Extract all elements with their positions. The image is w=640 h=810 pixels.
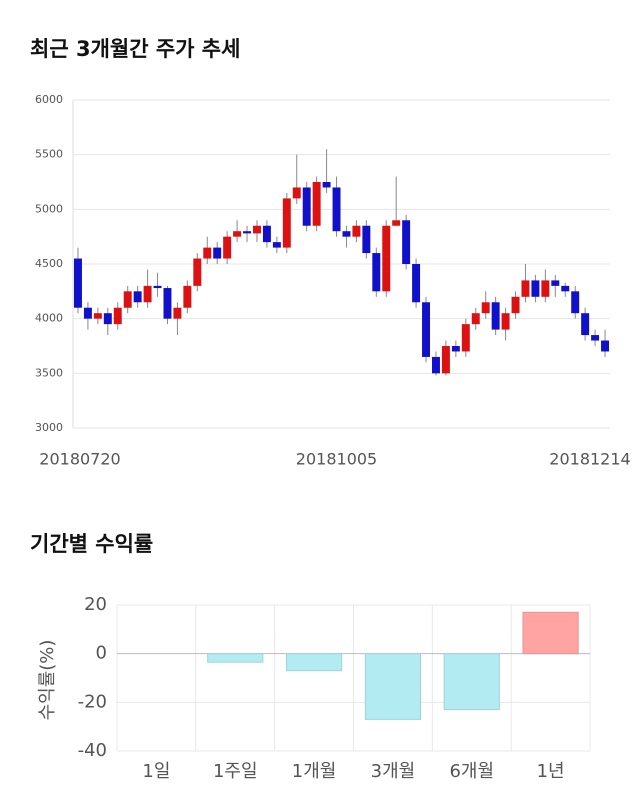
candle-body bbox=[372, 253, 381, 292]
candle-body bbox=[352, 225, 361, 237]
x-tick-label: 20180720 bbox=[39, 450, 120, 469]
y-tick-label: 0 bbox=[96, 643, 107, 664]
bar bbox=[285, 653, 343, 672]
chart-title: 최근 3개월간 주가 추세 bbox=[30, 37, 240, 61]
candle-body bbox=[591, 335, 600, 341]
bar bbox=[522, 611, 579, 655]
candle-body bbox=[441, 346, 450, 374]
candle-body bbox=[173, 307, 182, 319]
x-tick-label: 1일 bbox=[142, 761, 170, 782]
candle-body bbox=[252, 225, 261, 234]
candle-body bbox=[183, 285, 192, 308]
x-tick-label: 1년 bbox=[537, 761, 565, 782]
candle-body bbox=[233, 231, 242, 237]
candle-body bbox=[451, 346, 460, 352]
candle-body bbox=[322, 182, 331, 188]
candle-body bbox=[83, 307, 92, 319]
candle-body bbox=[422, 302, 431, 357]
y-tick-label: -40 bbox=[78, 740, 107, 761]
candle-body bbox=[551, 280, 560, 286]
y-tick-label: 4500 bbox=[35, 257, 63, 270]
x-tick-label: 3개월 bbox=[371, 761, 416, 782]
candle-body bbox=[103, 313, 112, 325]
candle-body bbox=[282, 198, 291, 248]
y-tick-label: 5000 bbox=[35, 202, 63, 215]
candle-body bbox=[332, 187, 341, 232]
bar bbox=[443, 653, 500, 711]
candle-body bbox=[601, 340, 610, 352]
candle-body bbox=[382, 225, 391, 292]
candle-body bbox=[292, 187, 301, 199]
candle-body bbox=[541, 280, 550, 297]
candle-body bbox=[113, 307, 122, 325]
candle-body bbox=[203, 247, 212, 259]
candle-body bbox=[262, 225, 271, 243]
candle-body bbox=[461, 324, 470, 352]
candle-body bbox=[402, 220, 411, 264]
candle-body bbox=[471, 313, 480, 325]
candle-body bbox=[272, 242, 281, 248]
candle-body bbox=[312, 182, 321, 226]
x-tick-label: 20181214 bbox=[549, 450, 630, 469]
candle-body bbox=[501, 313, 510, 330]
candle-body bbox=[143, 285, 152, 303]
candle-body bbox=[153, 285, 162, 289]
candle-body bbox=[521, 280, 530, 297]
candle-body bbox=[412, 264, 421, 303]
candle-body bbox=[223, 236, 232, 259]
y-tick-label: 20 bbox=[84, 594, 107, 615]
y-tick-label: 3000 bbox=[35, 421, 63, 434]
y-tick-label: 5500 bbox=[35, 148, 63, 161]
candle-body bbox=[491, 302, 500, 330]
candle-body bbox=[93, 313, 102, 319]
candle-body bbox=[302, 187, 311, 226]
bar bbox=[364, 653, 422, 720]
candle-body bbox=[581, 313, 590, 336]
candle-body bbox=[342, 231, 351, 237]
candle-body bbox=[133, 291, 142, 303]
y-axis-label: 수익률(%) bbox=[37, 640, 58, 721]
x-tick-label: 1주일 bbox=[213, 761, 258, 782]
candle-body bbox=[73, 258, 82, 308]
candle-body bbox=[392, 220, 401, 226]
candle-body bbox=[362, 225, 371, 254]
candle-body bbox=[511, 296, 520, 314]
x-tick-label: 1개월 bbox=[292, 761, 337, 782]
x-tick-label: 20181005 bbox=[296, 450, 377, 469]
candle-body bbox=[431, 356, 440, 374]
chart-title: 기간별 수익률 bbox=[30, 532, 153, 556]
bar bbox=[207, 653, 264, 663]
y-tick-label: -20 bbox=[78, 691, 107, 712]
candle-body bbox=[213, 247, 222, 259]
candle-body bbox=[561, 285, 570, 292]
candle-body bbox=[193, 258, 202, 286]
candle-body bbox=[571, 291, 580, 314]
x-tick-label: 6개월 bbox=[449, 761, 494, 782]
candle-body bbox=[481, 302, 490, 314]
candle-body bbox=[163, 288, 172, 319]
candle-body bbox=[531, 280, 540, 297]
y-tick-label: 3500 bbox=[35, 366, 63, 379]
candle-body bbox=[243, 231, 252, 234]
y-tick-label: 6000 bbox=[35, 93, 63, 106]
candle-body bbox=[123, 291, 132, 308]
y-tick-label: 4000 bbox=[35, 312, 63, 325]
